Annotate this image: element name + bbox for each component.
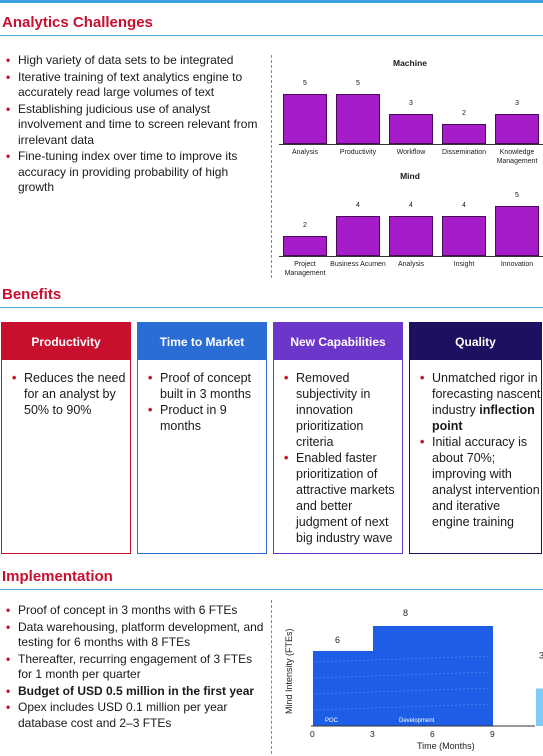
implementation-item: Proof of concept in 3 months with 6 FTEs: [4, 603, 266, 619]
chart-data-label: 5: [303, 80, 307, 87]
timeline-svg: POCDevelopment683Recurring03691215 ...Ti…: [284, 608, 543, 751]
chart-category-label: Insight: [453, 261, 475, 268]
section-divider: [0, 589, 543, 590]
chart-bar: [442, 124, 486, 144]
benefit-card-list: Proof of concept built in 3 months Produ…: [146, 370, 266, 434]
chart-bar: [389, 114, 433, 144]
block-dotted-line: [314, 687, 492, 695]
benefit-card-title: Quality: [410, 323, 541, 360]
section-title-challenges: Analytics Challenges: [2, 14, 153, 31]
benefit-item-emphasis: inflection point: [432, 403, 535, 433]
benefit-item: Product in 9 months: [146, 402, 266, 434]
chart-category-label: Productivity: [339, 149, 377, 156]
chart-bar: [495, 114, 539, 144]
challenges-list: High variety of data sets to be integrat…: [4, 53, 262, 197]
chart-data-label: 5: [356, 80, 360, 87]
benefit-card-time-to-market: Time to Market Proof of concept built in…: [137, 322, 267, 554]
chart-bar: [442, 216, 486, 256]
chart-bar: [283, 236, 327, 256]
benefit-item: Reduces the need for an analyst by 50% t…: [10, 370, 130, 418]
benefit-item: Removed subjectivity in innovation prior…: [282, 370, 402, 450]
development-label: Development: [399, 718, 435, 724]
chart-baseline: [279, 144, 543, 145]
chart-category-label: Dissemination: [442, 149, 486, 156]
chart-data-label: 4: [356, 202, 360, 209]
chart-annotation: 3: [539, 651, 543, 661]
chart-annotation: 8: [403, 608, 408, 618]
mind-chart-title: Mind: [400, 171, 420, 181]
challenge-item: Iterative training of text analytics eng…: [4, 70, 262, 101]
implementation-item: Budget of USD 0.5 million in the first y…: [4, 684, 266, 700]
benefit-card-productivity: Productivity Reduces the need for an ana…: [1, 322, 131, 554]
section-divider: [0, 307, 543, 308]
chart-data-label: 2: [462, 110, 466, 117]
chart-bar: [495, 206, 539, 256]
section-divider: [0, 35, 543, 36]
chart-category-label: Analysis: [291, 149, 319, 156]
section-title-benefits: Benefits: [2, 286, 62, 303]
benefit-card-title: New Capabilities: [274, 323, 402, 360]
chart-data-label: 4: [409, 202, 413, 209]
chart-data-label: 4: [462, 202, 466, 209]
development-block: [313, 626, 493, 726]
benefit-card-title: Productivity: [2, 323, 130, 360]
benefit-item: Enabled faster prioritization of attract…: [282, 450, 402, 546]
y-axis-label: Mind Intensity (FTEs): [284, 628, 294, 714]
chart-data-label: 5: [515, 192, 519, 199]
x-tick-label: 0: [310, 729, 315, 739]
chart-data-label: 2: [303, 222, 307, 229]
benefit-card-new-capabilities: New Capabilities Removed subjectivity in…: [273, 322, 403, 554]
challenge-item: High variety of data sets to be integrat…: [4, 53, 262, 69]
benefit-card-list: Reduces the need for an analyst by 50% t…: [10, 370, 130, 418]
block-dotted-line: [314, 655, 492, 663]
benefit-item: Proof of concept built in 3 months: [146, 370, 266, 402]
chart-bar: [283, 94, 327, 144]
chart-category-label: Analysis: [397, 261, 425, 268]
benefit-item: Unmatched rigor in forecasting nascent i…: [418, 370, 541, 434]
chart-data-label: 3: [515, 100, 519, 107]
benefit-card-title: Time to Market: [138, 323, 266, 360]
chart-category-label: Workflow: [396, 149, 426, 156]
chart-annotation: 6: [335, 635, 340, 645]
chart-bar: [336, 216, 380, 256]
x-tick-label: 9: [490, 729, 495, 739]
chart-data-label: 3: [409, 100, 413, 107]
implementation-item: Data warehousing, platform development, …: [4, 620, 266, 651]
machine-chart-title: Machine: [392, 58, 427, 68]
benefit-item: Initial accuracy is about 70%; improving…: [418, 434, 541, 530]
section-title-implementation: Implementation: [2, 568, 113, 585]
implementation-item: Thereafter, recurring engagement of 3 FT…: [4, 652, 266, 683]
benefit-card-list: Removed subjectivity in innovation prior…: [282, 370, 402, 546]
top-rule: [0, 0, 543, 3]
challenge-item: Establishing judicious use of analyst in…: [4, 102, 262, 149]
x-tick-label: 6: [430, 729, 435, 739]
x-tick-label: 3: [370, 729, 375, 739]
recurring-bar: [536, 688, 543, 726]
x-axis-label: Time (Months): [417, 741, 475, 751]
challenge-item: Fine-tuning index over time to improve i…: [4, 149, 262, 196]
poc-label: POC: [325, 718, 339, 724]
benefit-card-quality: Quality Unmatched rigor in forecasting n…: [409, 322, 542, 554]
chart-bar: [389, 216, 433, 256]
block-dotted-line: [314, 703, 492, 711]
column-divider: [271, 600, 272, 754]
chart-bar: [336, 94, 380, 144]
chart-category-label: Project Management: [284, 261, 326, 277]
chart-baseline: [279, 256, 543, 257]
chart-category-label: Knowledge Management: [496, 149, 538, 165]
benefit-item-text: Unmatched rigor in forecasting nascent i…: [432, 371, 541, 417]
column-divider: [271, 55, 272, 278]
chart-category-label: Innovation: [500, 261, 534, 268]
benefit-card-list: Unmatched rigor in forecasting nascent i…: [418, 370, 541, 530]
implementation-item: Opex includes USD 0.1 million per year d…: [4, 700, 266, 731]
chart-category-label: Business Acumen: [330, 261, 386, 268]
implementation-list: Proof of concept in 3 months with 6 FTEs…: [4, 603, 266, 732]
block-dotted-line: [314, 671, 492, 679]
